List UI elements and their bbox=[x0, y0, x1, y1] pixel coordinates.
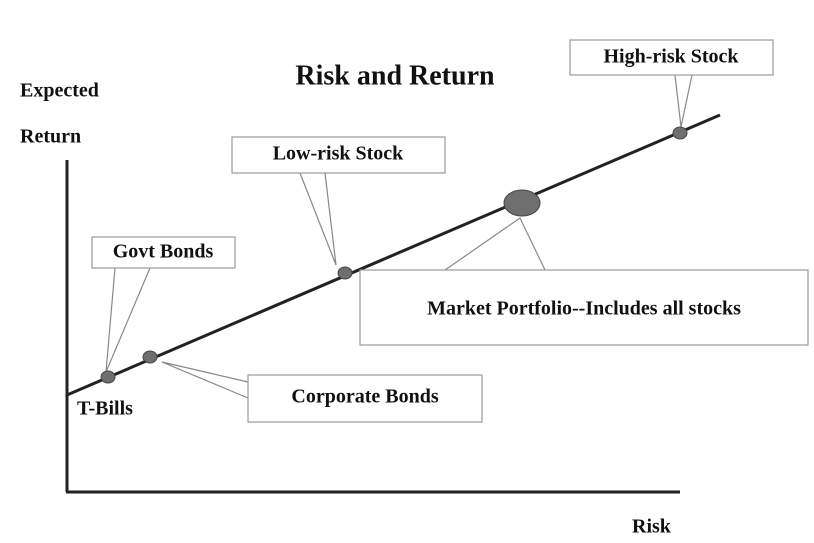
y-axis-label: Expected bbox=[20, 80, 99, 102]
callout-pointer bbox=[161, 361, 249, 399]
point-label: Govt Bonds bbox=[113, 241, 214, 263]
callout-pointer bbox=[444, 217, 546, 271]
callout-box bbox=[231, 136, 446, 174]
callout-box bbox=[359, 269, 809, 346]
point bbox=[142, 350, 158, 364]
callout-box bbox=[569, 39, 774, 76]
callout-pointer bbox=[299, 172, 337, 266]
point bbox=[672, 126, 688, 140]
market-line bbox=[66, 113, 721, 397]
callout-pointer bbox=[674, 74, 693, 128]
y-axis-label: Return bbox=[20, 126, 81, 148]
callout-box bbox=[91, 236, 236, 269]
point-label: T-Bills bbox=[77, 398, 133, 420]
point bbox=[100, 370, 116, 384]
point-label: Market Portfolio--Includes all stocks bbox=[427, 298, 741, 320]
x-axis-label: Risk bbox=[632, 516, 672, 538]
point-label: Low-risk Stock bbox=[273, 143, 404, 165]
point bbox=[503, 189, 541, 217]
point-label: High-risk Stock bbox=[603, 46, 739, 68]
point bbox=[337, 266, 353, 280]
point-label: Corporate Bonds bbox=[291, 386, 438, 408]
callout-box bbox=[247, 374, 483, 423]
title: Risk and Return bbox=[295, 60, 495, 91]
